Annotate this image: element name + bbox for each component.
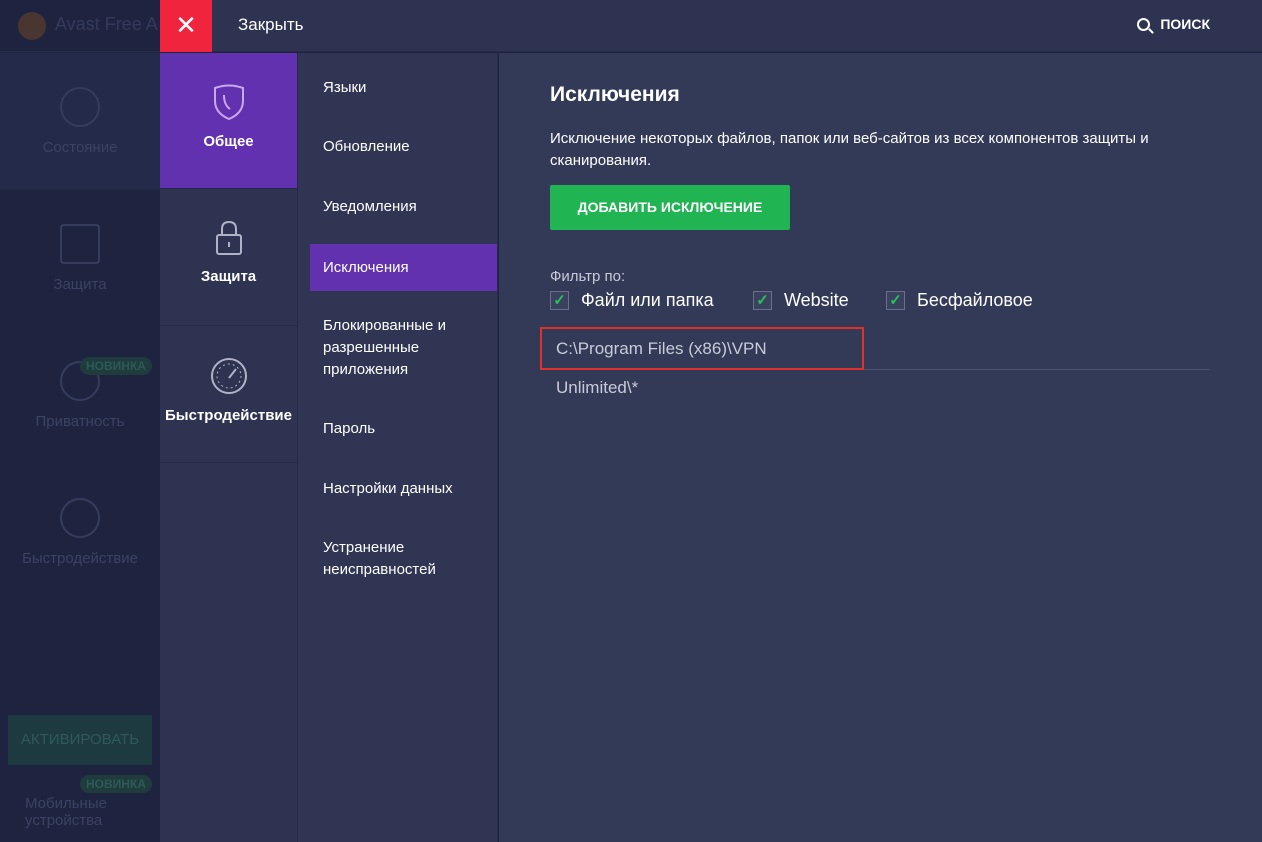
- lock-icon: [215, 220, 242, 255]
- submenu-blocked-apps[interactable]: Блокированные и разрешенные приложения: [323, 317, 446, 378]
- nav-label: Быстродействие: [22, 550, 138, 567]
- filter-label: Фильтр по:: [550, 268, 626, 285]
- nav-performance: Быстродействие: [0, 464, 160, 601]
- submenu-troubleshooting[interactable]: Устранение неисправностей: [323, 539, 436, 578]
- nav-status: Состояние: [0, 53, 160, 190]
- close-label[interactable]: Закрыть: [238, 15, 304, 34]
- checkbox-checked-icon: ✓: [550, 291, 569, 310]
- nav-privacy: Приватность: [0, 327, 160, 464]
- filter-fileless[interactable]: ✓ Бесфайловое: [886, 290, 1033, 311]
- background-app-sidebar: Avast Free A Состояние Защита Приватност…: [0, 0, 160, 842]
- filter-text: Website: [784, 290, 849, 310]
- category-label: Быстродействие: [165, 407, 292, 424]
- nav-protection: Защита: [0, 190, 160, 327]
- new-badge: НОВИНКА: [80, 357, 152, 375]
- checkbox-checked-icon: ✓: [886, 291, 905, 310]
- settings-topbar: Закрыть ПОИСК: [212, 0, 1262, 52]
- add-exclusion-button[interactable]: ДОБАВИТЬ ИСКЛЮЧЕНИЕ: [550, 185, 790, 230]
- category-general[interactable]: Общее: [160, 53, 297, 189]
- check-circle-icon: [60, 87, 100, 127]
- nav-label: Состояние: [42, 139, 118, 156]
- category-nav: Общее Защита Быстродействие: [160, 53, 298, 842]
- search-button[interactable]: ПОИСК: [1137, 16, 1210, 32]
- filter-text: Файл или папка: [581, 290, 714, 310]
- shield-icon: [213, 84, 244, 121]
- submenu-update[interactable]: Обновление: [323, 138, 410, 155]
- search-icon: [1137, 17, 1151, 31]
- submenu-password[interactable]: Пароль: [323, 420, 376, 437]
- category-performance[interactable]: Быстродействие: [160, 327, 297, 463]
- checkbox-checked-icon: ✓: [753, 291, 772, 310]
- nav-label: Мобильные: [25, 795, 107, 812]
- activate-button: АКТИВИРОВАТЬ: [8, 715, 152, 765]
- filter-file-folder[interactable]: ✓ Файл или папка: [550, 290, 714, 311]
- content-panel: Исключения Исключение некоторых файлов, …: [499, 53, 1262, 842]
- submenu-notifications[interactable]: Уведомления: [323, 198, 417, 215]
- speedometer-icon: [210, 358, 247, 394]
- category-label: Общее: [203, 133, 254, 150]
- description: Исключение некоторых файлов, папок или в…: [550, 130, 1149, 169]
- app-title: Avast Free A: [0, 0, 160, 52]
- submenu-exclusions[interactable]: Исключения: [310, 244, 497, 291]
- filter-website[interactable]: ✓ Website: [753, 290, 849, 311]
- submenu: Языки Обновление Уведомления Исключения …: [298, 53, 498, 842]
- lock-icon: [60, 224, 100, 264]
- filter-text: Бесфайловое: [917, 290, 1033, 310]
- nav-label: Защита: [53, 276, 107, 293]
- speedometer-icon: [60, 498, 100, 538]
- category-label: Защита: [200, 268, 257, 285]
- exclusion-list: C:\Program Files (x86)\VPN Unlimited\*: [540, 327, 1210, 397]
- close-button[interactable]: ✕: [160, 0, 212, 52]
- nav-label: устройства: [25, 812, 103, 829]
- submenu-languages[interactable]: Языки: [323, 79, 367, 96]
- submenu-data-settings[interactable]: Настройки данных: [323, 480, 453, 497]
- exclusion-item[interactable]: C:\Program Files (x86)\VPN Unlimited\*: [540, 327, 864, 397]
- search-label: ПОИСК: [1160, 16, 1210, 32]
- nav-mobile: Мобильные устройства: [25, 795, 107, 829]
- page-title: Исключения: [550, 83, 680, 106]
- category-protection[interactable]: Защита: [160, 190, 297, 326]
- close-icon: ✕: [175, 10, 197, 40]
- avast-logo-icon: [18, 12, 46, 40]
- nav-label: Приватность: [35, 413, 125, 430]
- new-badge: НОВИНКА: [80, 775, 152, 793]
